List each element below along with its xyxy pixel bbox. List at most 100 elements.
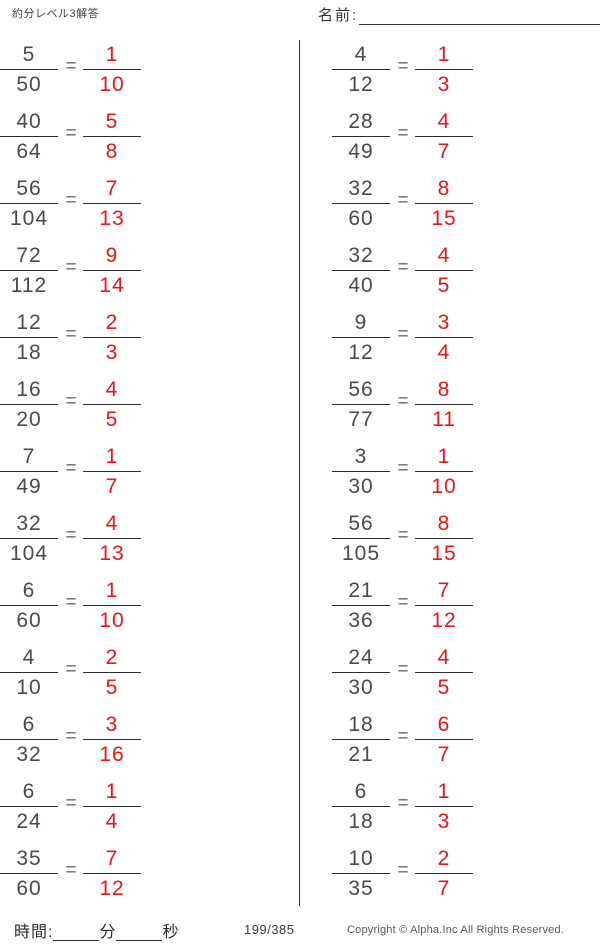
answer-numerator: 4	[105, 512, 119, 535]
fraction-bar	[83, 471, 141, 472]
fraction-bar	[83, 404, 141, 405]
fraction-bar	[415, 270, 473, 271]
equals-sign: =	[397, 659, 409, 680]
answer-numerator: 8	[437, 512, 451, 535]
problem-row: 18 21 = 6 7	[332, 710, 482, 777]
answer-numerator: 5	[105, 110, 119, 133]
question-denominator: 60	[16, 877, 42, 900]
question-numerator: 3	[354, 445, 368, 468]
answer-denominator: 4	[105, 810, 119, 833]
fraction-bar	[415, 337, 473, 338]
answer-fraction: 3 16	[83, 710, 141, 769]
fraction-bar	[332, 404, 390, 405]
answer-fraction: 1 10	[415, 442, 473, 501]
question-numerator: 40	[16, 110, 42, 133]
fraction-bar	[415, 69, 473, 70]
question-fraction: 56 105	[332, 509, 390, 568]
fraction-bar	[0, 337, 58, 338]
question-denominator: 32	[16, 743, 42, 766]
equals-sign: =	[397, 860, 409, 881]
name-input-blank[interactable]	[359, 7, 600, 25]
fraction-bar	[415, 806, 473, 807]
question-numerator: 56	[348, 378, 374, 401]
equals-sign: =	[397, 793, 409, 814]
question-fraction: 6 24	[0, 777, 58, 836]
problem-row: 6 18 = 1 3	[332, 777, 482, 844]
time-seconds-unit: 秒	[162, 924, 180, 941]
equals-sign: =	[65, 190, 77, 211]
answer-denominator: 10	[99, 73, 125, 96]
fraction-bar	[83, 806, 141, 807]
answer-numerator: 1	[437, 43, 451, 66]
time-minutes-blank[interactable]	[53, 921, 100, 941]
question-denominator: 49	[348, 140, 374, 163]
problem-row: 6 24 = 1 4	[0, 777, 150, 844]
problem-column-left: 5 50 = 1 10 40 64 = 5 8 56 104 = 7 13 72 112 = 9 14 12 18 = 2 3 1…	[0, 40, 150, 911]
answer-numerator: 8	[437, 378, 451, 401]
problem-row: 4 12 = 1 3	[332, 40, 482, 107]
question-denominator: 64	[16, 140, 42, 163]
column-divider	[299, 40, 300, 906]
question-denominator: 36	[348, 609, 374, 632]
problem-row: 6 60 = 1 10	[0, 576, 150, 643]
question-denominator: 104	[9, 207, 49, 230]
answer-denominator: 5	[437, 676, 451, 699]
question-numerator: 9	[354, 311, 368, 334]
question-fraction: 40 64	[0, 107, 58, 166]
answer-numerator: 1	[437, 780, 451, 803]
answer-fraction: 1 10	[83, 40, 141, 99]
time-minutes-unit: 分	[99, 924, 117, 941]
answer-numerator: 2	[105, 311, 119, 334]
answer-denominator: 5	[105, 676, 119, 699]
fraction-bar	[83, 538, 141, 539]
fraction-bar	[415, 873, 473, 874]
fraction-bar	[83, 69, 141, 70]
fraction-bar	[332, 806, 390, 807]
equals-sign: =	[65, 793, 77, 814]
question-numerator: 32	[16, 512, 42, 535]
problem-row: 56 104 = 7 13	[0, 174, 150, 241]
equals-sign: =	[65, 525, 77, 546]
fraction-bar	[83, 203, 141, 204]
problem-row: 24 30 = 4 5	[332, 643, 482, 710]
answer-numerator: 7	[437, 579, 451, 602]
time-seconds-blank[interactable]	[116, 921, 163, 941]
fraction-bar	[0, 538, 58, 539]
fraction-bar	[0, 404, 58, 405]
equals-sign: =	[397, 726, 409, 747]
question-fraction: 56 104	[0, 174, 58, 233]
time-field: 時間: 分 秒	[14, 918, 179, 942]
question-denominator: 24	[16, 810, 42, 833]
answer-numerator: 4	[437, 244, 451, 267]
answer-denominator: 7	[105, 475, 119, 498]
answer-denominator: 3	[437, 73, 451, 96]
answer-denominator: 10	[99, 609, 125, 632]
question-numerator: 6	[22, 713, 36, 736]
question-denominator: 18	[16, 341, 42, 364]
time-label: 時間:	[14, 924, 54, 941]
question-fraction: 16 20	[0, 375, 58, 434]
question-fraction: 9 12	[332, 308, 390, 367]
question-denominator: 105	[341, 542, 381, 565]
question-numerator: 6	[354, 780, 368, 803]
name-field: 名前: .	[318, 4, 600, 25]
question-denominator: 60	[348, 207, 374, 230]
question-denominator: 12	[348, 73, 374, 96]
fraction-bar	[0, 136, 58, 137]
problem-row: 16 20 = 4 5	[0, 375, 150, 442]
question-denominator: 77	[348, 408, 374, 431]
question-denominator: 10	[16, 676, 42, 699]
fraction-bar	[0, 873, 58, 874]
question-fraction: 6 18	[332, 777, 390, 836]
question-numerator: 7	[22, 445, 36, 468]
